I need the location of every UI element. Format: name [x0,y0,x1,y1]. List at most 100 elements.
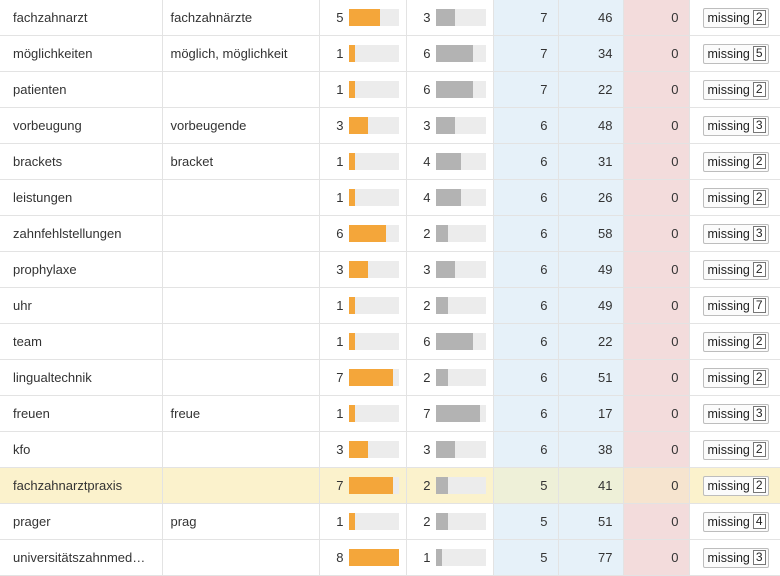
occurrence-bar [348,45,399,62]
missing-button[interactable]: missing 2 [702,151,769,172]
table-row[interactable]: leistungen 1 4 6 26 0 missing 2 [0,179,780,216]
competitor-bar [435,513,486,530]
table-row[interactable]: prophylaxe 3 3 6 49 0 missing 2 [0,251,780,288]
zero-cell: 0 [623,251,690,288]
missing-label: missing [707,118,750,133]
table-row[interactable]: brackets bracket 1 4 6 31 0 missing 2 [0,143,780,180]
missing-count-badge: 7 [752,298,766,313]
table-row[interactable]: team 1 6 6 22 0 missing 2 [0,323,780,360]
variants-cell [162,323,320,360]
competitor-bar [435,153,486,170]
missing-button[interactable]: missing 2 [702,7,769,28]
table-row[interactable]: freuen freue 1 7 6 17 0 missing 3 [0,395,780,432]
competitor-bar [435,81,486,98]
missing-button[interactable]: missing 4 [702,511,769,532]
competitor-bar-cell: 6 [406,323,494,360]
score-cell: 58 [558,215,624,252]
competitor-bar-cell: 3 [406,107,494,144]
occurrence-bar-fill [348,405,355,422]
missing-button[interactable]: missing 3 [702,547,769,568]
competitor-bar-cell: 2 [406,287,494,324]
count-cell: 6 [493,287,559,324]
missing-button[interactable]: missing 2 [702,439,769,460]
table-row[interactable]: kfo 3 3 6 38 0 missing 2 [0,431,780,468]
missing-button[interactable]: missing 2 [702,187,769,208]
missing-button[interactable]: missing 7 [702,295,769,316]
occurrence-bar [348,225,399,242]
occurrence-bar-fill [348,117,368,134]
missing-label: missing [707,442,750,457]
zero-cell: 0 [623,215,690,252]
status-cell: missing 3 [689,395,780,432]
occurrence-value: 1 [336,298,344,313]
table-row[interactable]: vorbeugung vorbeugende 3 3 6 48 0 missing 3 [0,107,780,144]
occurrence-bar [348,333,399,350]
missing-button[interactable]: missing 3 [702,403,769,424]
missing-button[interactable]: missing 2 [702,259,769,280]
missing-count-badge: 5 [752,46,766,61]
missing-button[interactable]: missing 2 [702,79,769,100]
competitor-value: 2 [423,370,431,385]
table-row[interactable]: zahnfehlstellungen 6 2 6 58 0 missing 3 [0,215,780,252]
zero-cell: 0 [623,539,690,576]
score-cell: 77 [558,539,624,576]
table-row[interactable]: uhr 1 2 6 49 0 missing 7 [0,287,780,324]
missing-button[interactable]: missing 2 [702,475,769,496]
table-row[interactable]: lingualtechnik 7 2 6 51 0 missing 2 [0,359,780,396]
competitor-bar-fill [435,405,480,422]
missing-label: missing [707,82,750,97]
missing-label: missing [707,514,750,529]
count-cell: 5 [493,467,559,504]
zero-cell: 0 [623,431,690,468]
competitor-bar-cell: 6 [406,71,494,108]
occurrence-value: 1 [336,46,344,61]
missing-count-badge: 2 [752,442,766,457]
variants-cell: freue [162,395,320,432]
competitor-bar-cell: 3 [406,0,494,36]
occurrence-bar-fill [348,297,355,314]
variants-cell [162,71,320,108]
occurrence-bar-fill [348,189,355,206]
table-row[interactable]: universitätszahnmed… 8 1 5 77 0 missing 3 [0,539,780,576]
missing-label: missing [707,298,750,313]
missing-count-badge: 3 [752,550,766,565]
table-row[interactable]: prager prag 1 2 5 51 0 missing 4 [0,503,780,540]
table-row[interactable]: fachzahnarztpraxis 7 2 5 41 0 missing 2 [0,467,780,504]
occurrence-bar-cell: 1 [319,71,407,108]
occurrence-value: 1 [336,514,344,529]
score-cell: 46 [558,0,624,36]
table-row[interactable]: möglichkeiten möglich, möglichkeit 1 6 7 34 0 m… [0,35,780,72]
missing-button[interactable]: missing 3 [702,115,769,136]
occurrence-bar-fill [348,81,355,98]
competitor-value: 6 [423,82,431,97]
status-cell: missing 2 [689,251,780,288]
table-row[interactable]: fachzahnarzt fachzahnärzte 5 3 7 46 0 missing 2 [0,0,780,36]
missing-button[interactable]: missing 2 [702,367,769,388]
competitor-value: 2 [423,514,431,529]
competitor-bar-fill [435,261,455,278]
occurrence-value: 1 [336,154,344,169]
zero-cell: 0 [623,287,690,324]
variants-cell: prag [162,503,320,540]
occurrence-bar [348,549,399,566]
missing-label: missing [707,190,750,205]
competitor-bar-fill [435,477,448,494]
competitor-bar-fill [435,189,461,206]
score-cell: 31 [558,143,624,180]
occurrence-bar-fill [348,333,355,350]
competitor-value: 1 [423,550,431,565]
missing-button[interactable]: missing 2 [702,331,769,352]
missing-button[interactable]: missing 5 [702,43,769,64]
variants-cell [162,287,320,324]
missing-button[interactable]: missing 3 [702,223,769,244]
competitor-bar-fill [435,549,442,566]
variants-cell [162,215,320,252]
occurrence-bar [348,261,399,278]
keyword-cell: uhr [0,287,163,324]
occurrence-value: 1 [336,82,344,97]
variants-cell [162,359,320,396]
missing-count-badge: 2 [752,370,766,385]
score-cell: 38 [558,431,624,468]
table-row[interactable]: patienten 1 6 7 22 0 missing 2 [0,71,780,108]
count-cell: 5 [493,503,559,540]
